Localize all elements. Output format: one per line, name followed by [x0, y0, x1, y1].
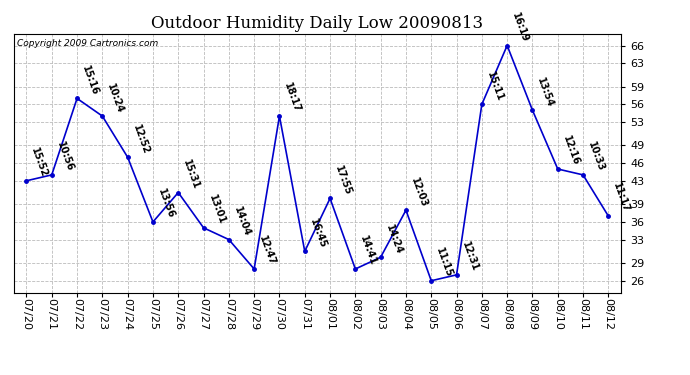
Text: 16:45: 16:45 [308, 217, 328, 250]
Text: 12:03: 12:03 [409, 176, 429, 209]
Text: 10:24: 10:24 [106, 82, 126, 114]
Text: 12:52: 12:52 [130, 123, 150, 156]
Text: 11:15: 11:15 [434, 246, 454, 279]
Text: 18:17: 18:17 [282, 82, 302, 114]
Text: 12:31: 12:31 [460, 240, 480, 273]
Text: Outdoor Humidity Daily Low 20090813: Outdoor Humidity Daily Low 20090813 [151, 15, 484, 32]
Text: Copyright 2009 Cartronics.com: Copyright 2009 Cartronics.com [17, 39, 158, 48]
Text: 13:54: 13:54 [535, 76, 555, 108]
Text: 13:01: 13:01 [206, 194, 226, 226]
Text: 16:19: 16:19 [510, 11, 530, 44]
Text: 11:17: 11:17 [611, 182, 631, 214]
Text: 10:33: 10:33 [586, 141, 606, 173]
Text: 15:16: 15:16 [80, 64, 100, 97]
Text: 14:04: 14:04 [232, 205, 252, 238]
Text: 15:52: 15:52 [30, 147, 50, 179]
Text: 17:55: 17:55 [333, 164, 353, 196]
Text: 15:11: 15:11 [485, 70, 505, 102]
Text: 14:41: 14:41 [358, 235, 378, 267]
Text: 15:31: 15:31 [181, 158, 201, 191]
Text: 13:56: 13:56 [156, 188, 176, 220]
Text: 10:56: 10:56 [55, 141, 75, 173]
Text: 12:47: 12:47 [257, 235, 277, 267]
Text: 12:16: 12:16 [561, 135, 581, 167]
Text: 14:24: 14:24 [384, 223, 404, 255]
